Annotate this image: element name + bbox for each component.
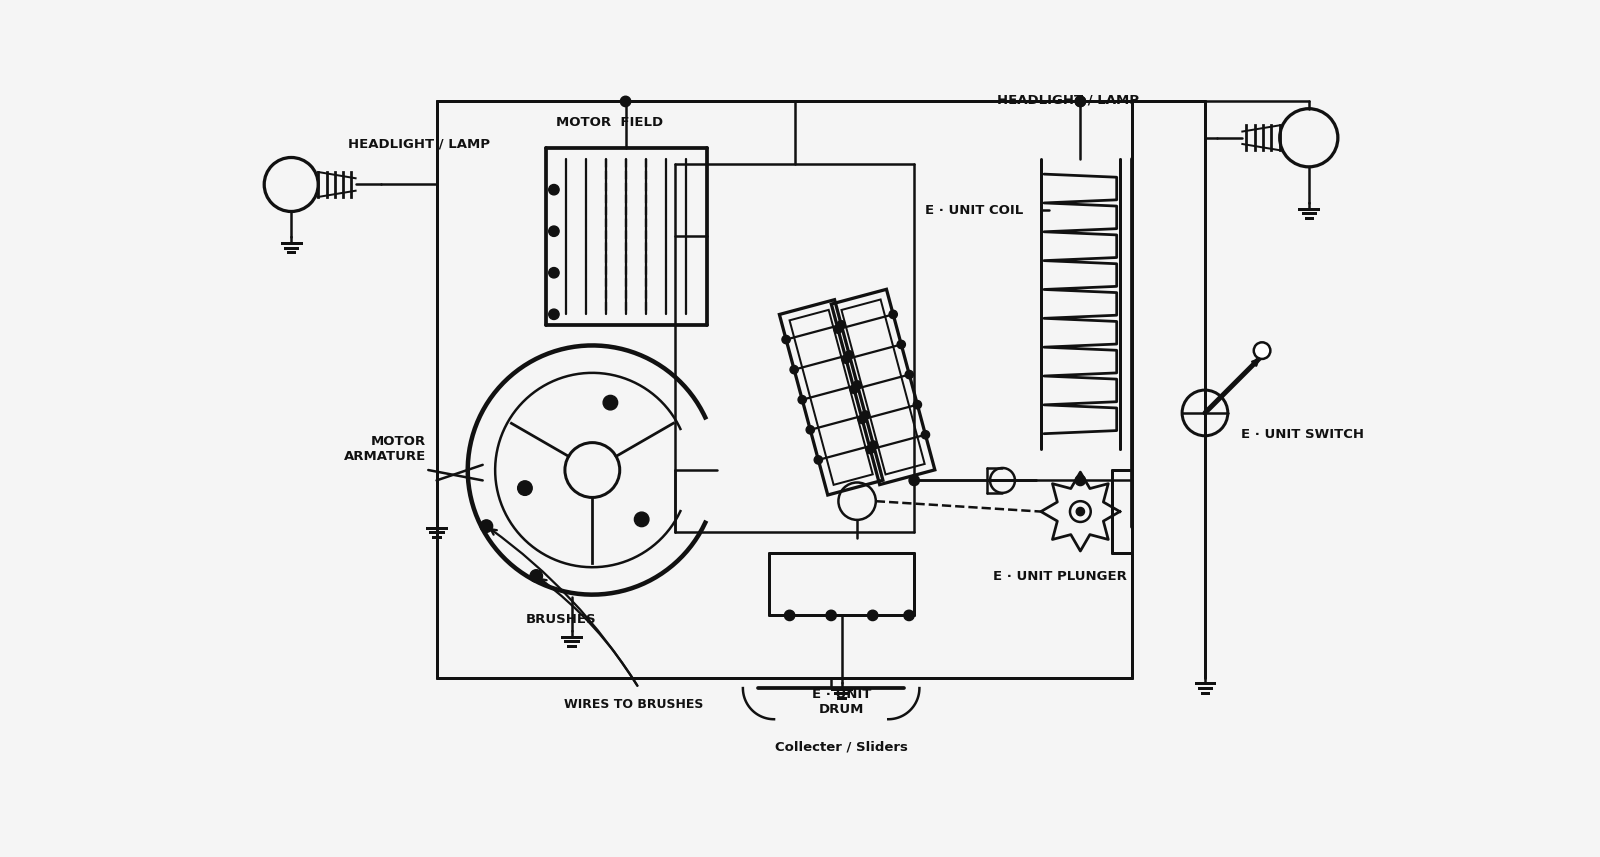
Circle shape: [826, 610, 837, 620]
Circle shape: [782, 335, 790, 344]
Circle shape: [909, 476, 920, 486]
Circle shape: [834, 325, 842, 333]
Text: WIRES TO BRUSHES: WIRES TO BRUSHES: [565, 698, 704, 711]
Circle shape: [904, 610, 914, 620]
Text: HEADLIGHT / LAMP: HEADLIGHT / LAMP: [997, 93, 1139, 106]
Circle shape: [798, 396, 806, 404]
Circle shape: [549, 309, 558, 320]
Circle shape: [806, 426, 814, 434]
Text: MOTOR
ARMATURE: MOTOR ARMATURE: [344, 435, 426, 464]
Circle shape: [790, 365, 798, 374]
Circle shape: [549, 267, 558, 278]
Circle shape: [1254, 342, 1270, 359]
Circle shape: [842, 355, 850, 363]
Circle shape: [861, 411, 870, 419]
Circle shape: [480, 520, 493, 532]
Circle shape: [867, 610, 878, 620]
Circle shape: [850, 385, 858, 393]
Circle shape: [866, 446, 875, 453]
Circle shape: [858, 416, 866, 423]
Circle shape: [784, 610, 795, 620]
Circle shape: [1077, 507, 1085, 516]
Circle shape: [869, 441, 878, 449]
Circle shape: [898, 340, 906, 349]
Text: BRUSHES: BRUSHES: [526, 614, 597, 626]
Circle shape: [549, 184, 558, 195]
Circle shape: [635, 512, 650, 527]
Circle shape: [1075, 476, 1085, 486]
Circle shape: [603, 395, 618, 410]
Circle shape: [530, 570, 542, 582]
Circle shape: [853, 381, 861, 389]
Circle shape: [837, 321, 845, 329]
Text: E · UNIT SWITCH: E · UNIT SWITCH: [1242, 428, 1365, 441]
Text: E · UNIT PLUNGER: E · UNIT PLUNGER: [992, 570, 1126, 583]
Circle shape: [814, 456, 822, 464]
Circle shape: [1075, 96, 1085, 106]
Circle shape: [845, 351, 853, 359]
Text: Collecter / Sliders: Collecter / Sliders: [774, 740, 907, 753]
Circle shape: [914, 400, 922, 409]
Circle shape: [890, 310, 898, 319]
Circle shape: [906, 370, 914, 379]
Circle shape: [1075, 96, 1085, 106]
Circle shape: [549, 226, 558, 237]
Circle shape: [922, 430, 930, 439]
Circle shape: [621, 96, 630, 106]
Text: E · UNIT
DRUM: E · UNIT DRUM: [811, 688, 872, 716]
Circle shape: [518, 481, 533, 495]
Text: E · UNIT COIL: E · UNIT COIL: [925, 204, 1022, 217]
Text: HEADLIGHT / LAMP: HEADLIGHT / LAMP: [349, 138, 490, 151]
Text: MOTOR  FIELD: MOTOR FIELD: [555, 117, 662, 129]
